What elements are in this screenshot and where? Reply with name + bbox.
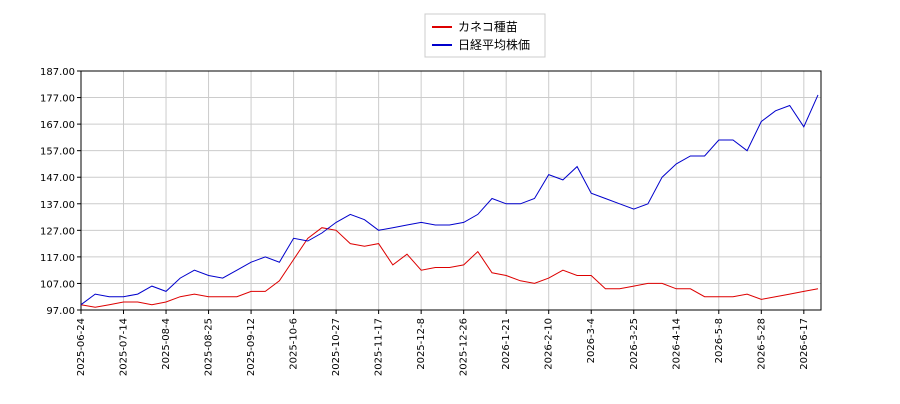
- y-tick-label: 107.00: [40, 279, 75, 290]
- x-tick-label: 2025-12-8: [416, 318, 427, 370]
- x-tick-label: 2025-12-26: [459, 318, 470, 376]
- series-line: [80, 94, 819, 306]
- y-tick-label: 147.00: [40, 173, 75, 184]
- x-tick-label: 2026-5-8: [714, 318, 725, 363]
- x-tick-label: 2026-3-25: [629, 318, 640, 370]
- x-tick-label: 2026-5-28: [756, 318, 767, 370]
- y-tick-label: 127.00: [40, 226, 75, 237]
- x-tick-label: 2025-08-4: [161, 318, 172, 370]
- x-tick-label: 2026-4-14: [671, 318, 682, 370]
- x-tick-label: 2025-09-12: [246, 318, 257, 376]
- y-tick-label: 167.00: [40, 120, 75, 131]
- x-tick-label: 2025-11-17: [374, 318, 385, 376]
- x-tick-label: 2026-1-21: [501, 318, 512, 370]
- series-line: [80, 227, 819, 308]
- x-tick-label: 2026-6-17: [799, 318, 810, 370]
- y-tick-label: 187.00: [40, 67, 75, 78]
- x-tick-label: 2026-3-4: [586, 318, 597, 363]
- x-tick-label: 2025-07-14: [119, 318, 130, 376]
- legend-label: 日経平均株価: [458, 37, 530, 52]
- plot-frame: [80, 70, 822, 311]
- legend-label: カネコ種苗: [458, 20, 518, 34]
- legend-box: [424, 13, 546, 58]
- y-tick-label: 117.00: [40, 253, 75, 264]
- x-tick-label: 2025-10-6: [289, 318, 300, 370]
- y-tick-label: 137.00: [40, 200, 75, 211]
- y-tick-label: 177.00: [40, 94, 75, 105]
- x-tick-label: 2026-2-10: [544, 318, 555, 370]
- x-tick-label: 2025-06-24: [76, 318, 87, 376]
- x-tick-label: 2025-10-27: [331, 318, 342, 376]
- x-tick-label: 2025-08-25: [204, 318, 215, 376]
- y-tick-label: 97.00: [46, 306, 75, 317]
- y-tick-label: 157.00: [40, 147, 75, 158]
